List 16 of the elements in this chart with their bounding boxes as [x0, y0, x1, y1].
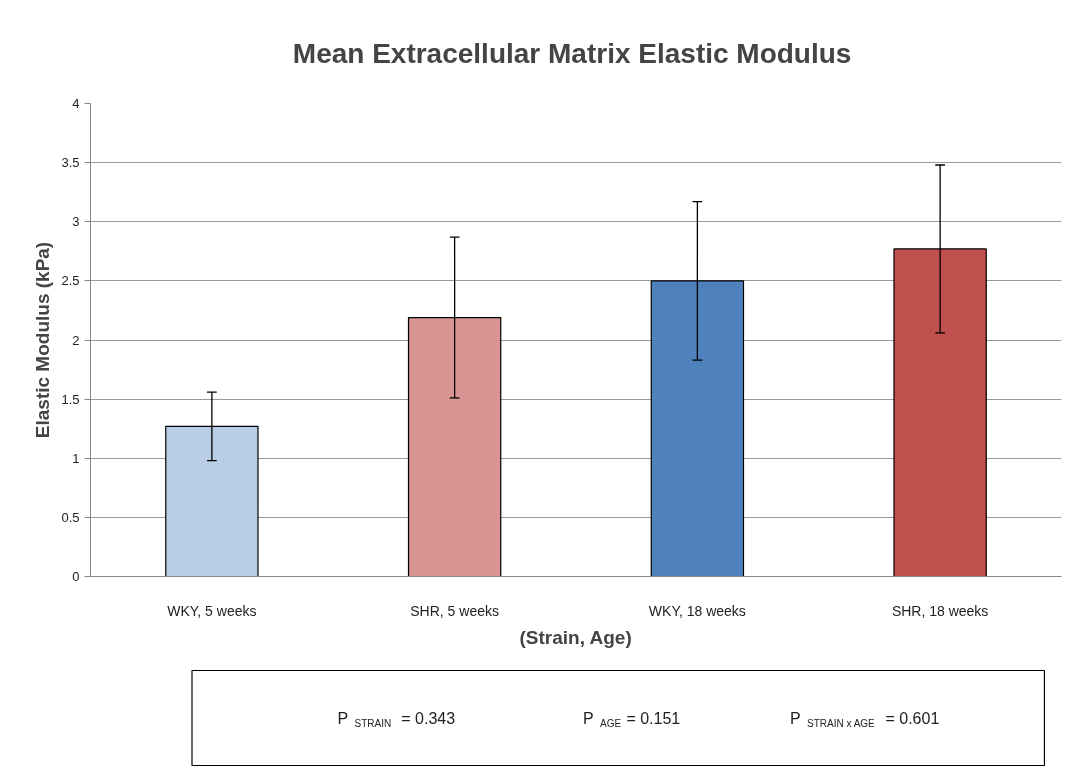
x-tick-label: WKY, 18 weeks [648, 602, 746, 619]
chart-title: Mean Extracellular Matrix Elastic Modulus [292, 37, 852, 69]
y-axis-title: Elastic Modulus (kPa) [32, 241, 54, 439]
x-tick-label: SHR, 5 weeks [410, 602, 499, 619]
y-tick-label: 2 [72, 332, 80, 348]
y-tick-label: 1 [72, 450, 80, 466]
y-tick-label: 3 [72, 214, 80, 230]
y-tick-label: 3.5 [61, 155, 80, 171]
x-axis-title: (Strain, Age) [519, 626, 632, 648]
y-tick-label: 2.5 [61, 273, 80, 289]
y-tick-label: 1.5 [61, 391, 80, 407]
x-tick-label: SHR, 18 weeks [891, 602, 989, 619]
y-tick-label: 0 [72, 569, 80, 584]
y-tick-label: 4 [72, 96, 80, 111]
y-tick-label: 0.5 [61, 509, 80, 525]
x-tick-label: WKY, 5 weeks [167, 602, 257, 619]
